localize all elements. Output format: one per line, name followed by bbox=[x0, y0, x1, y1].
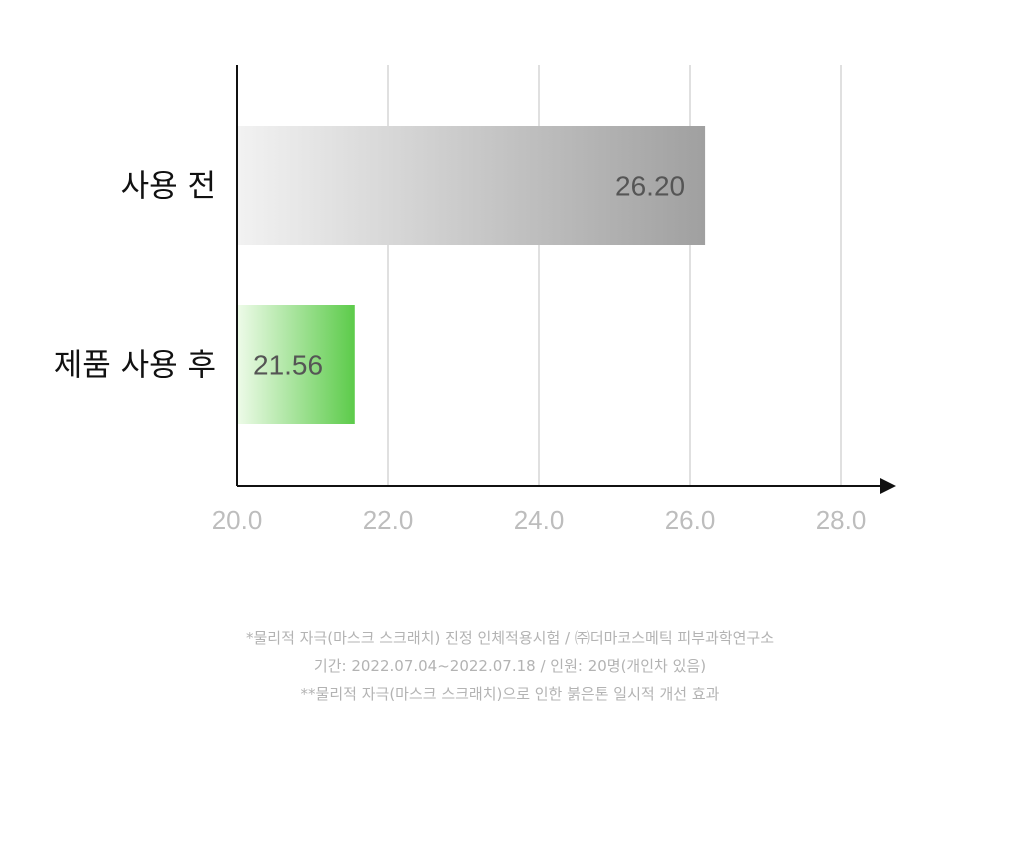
footnote-effect: **물리적 자극(마스크 스크래치)으로 인한 붉은톤 일시적 개선 효과 bbox=[300, 685, 720, 703]
footnotes: *물리적 자극(마스크 스크래치) 진정 인체적용시험 / ㈜더마코스메틱 피부… bbox=[0, 624, 1020, 708]
x-tick-label: 26.0 bbox=[665, 505, 716, 535]
bar-value-label: 26.20 bbox=[615, 171, 685, 202]
bar bbox=[237, 305, 355, 424]
category-label: 제품 사용 후 bbox=[54, 348, 216, 384]
bar-value-label: 21.56 bbox=[253, 350, 323, 381]
x-tick-label: 28.0 bbox=[816, 505, 867, 535]
x-tick-label: 20.0 bbox=[212, 505, 263, 535]
footnote-study: *물리적 자극(마스크 스크래치) 진정 인체적용시험 / ㈜더마코스메틱 피부… bbox=[245, 629, 775, 647]
x-axis-arrow-icon bbox=[880, 478, 896, 494]
x-tick-label: 24.0 bbox=[514, 505, 565, 535]
footnote-period: 기간: 2022.07.04~2022.07.18 / 인원: 20명(개인차 … bbox=[313, 657, 707, 675]
bar bbox=[237, 126, 706, 245]
x-tick-label: 22.0 bbox=[363, 505, 414, 535]
bar-chart: 26.20 21.56 20.0 22.0 24.0 26.0 28.0 사용 전제품 사… bbox=[54, 65, 896, 535]
category-label: 사용 전 bbox=[121, 169, 216, 205]
